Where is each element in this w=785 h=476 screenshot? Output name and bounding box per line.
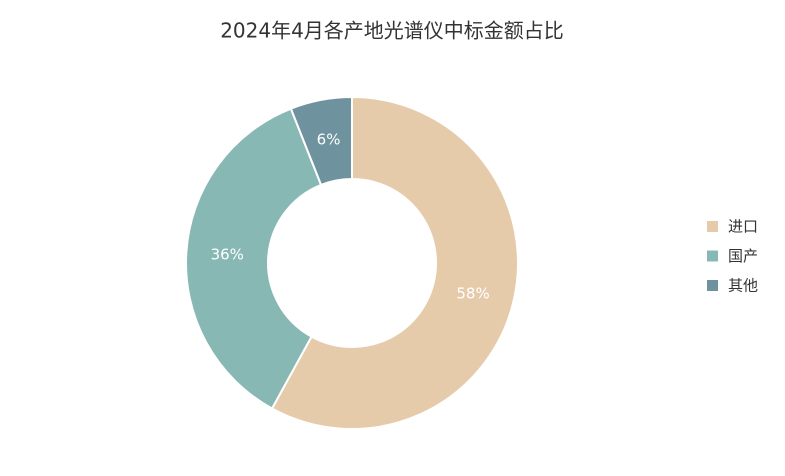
legend-label: 国产 xyxy=(728,247,758,265)
legend-label: 其他 xyxy=(728,277,758,295)
legend-swatch xyxy=(707,280,718,291)
legend-swatch xyxy=(707,250,718,262)
data-label: 36% xyxy=(211,246,244,264)
legend-swatch xyxy=(707,221,718,232)
chart-title: 2024年4月各产地光谱仪中标金额占比 xyxy=(220,19,564,43)
legend-label: 进口 xyxy=(728,218,758,236)
pie-slice xyxy=(289,95,353,187)
data-label: 6% xyxy=(317,131,341,149)
pie-slice xyxy=(185,107,323,410)
pie-slice xyxy=(270,95,519,430)
data-label: 58% xyxy=(456,285,489,303)
